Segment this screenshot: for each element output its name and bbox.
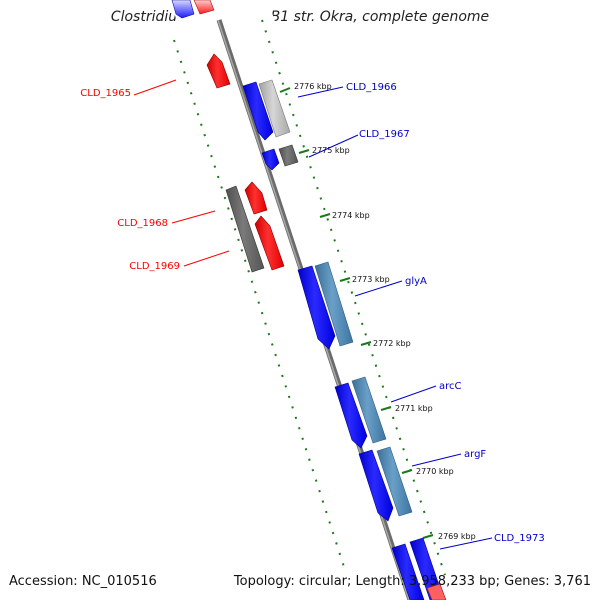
leader-argf (411, 453, 462, 467)
scale-ticks (279, 87, 434, 539)
tick-label-2773: 2773 kbp (352, 275, 390, 284)
tick-mark (401, 469, 413, 474)
tick-mark (319, 213, 331, 218)
gene-bottom-partial-red[interactable] (426, 583, 447, 600)
gene-glya-steel[interactable] (314, 261, 354, 347)
leader-cld-1969 (183, 250, 230, 267)
tick-mark (422, 534, 434, 539)
gene-cld-1973-blue[interactable] (391, 543, 425, 600)
leader-cld-1968 (171, 210, 216, 224)
gene-cld-1968-dark[interactable] (225, 185, 265, 273)
tick-label-2776: 2776 kbp (294, 82, 332, 91)
label-arcc[interactable]: arcC (439, 381, 462, 392)
tick-label-2775: 2775 kbp (312, 146, 350, 155)
leader-cld-1973 (439, 537, 493, 550)
label-argf[interactable]: argF (464, 449, 486, 460)
summary-label: Topology: circular; Length: 3,958,233 bp… (233, 574, 591, 589)
label-cld-1968[interactable]: CLD_1968 (117, 218, 168, 229)
tick-label-2771: 2771 kbp (395, 404, 433, 413)
tick-label-2770: 2770 kbp (416, 467, 454, 476)
label-cld-1966[interactable]: CLD_1966 (346, 82, 397, 93)
label-cld-1965[interactable]: CLD_1965 (80, 88, 131, 99)
tick-mark (339, 277, 351, 282)
gene-argf-steel[interactable] (376, 446, 413, 517)
accession-label: Accession: NC_010516 (9, 574, 157, 589)
gene-cld-1968-red[interactable] (244, 181, 268, 215)
tick-mark (279, 87, 291, 93)
tick-label-2772: 2772 kbp (373, 339, 411, 348)
tick-mark (380, 406, 392, 411)
tick-mark (360, 341, 372, 346)
label-cld-1969[interactable]: CLD_1969 (129, 261, 180, 272)
gene-cld-1967-blue[interactable] (261, 148, 280, 171)
gene-cld-1965[interactable] (206, 53, 231, 89)
gene-cld-1969[interactable] (254, 215, 285, 271)
tick-mark (298, 149, 310, 154)
gene-arcc-blue[interactable] (334, 382, 368, 449)
gene-glya-blue[interactable] (297, 265, 336, 350)
tick-label-2769: 2769 kbp (438, 532, 476, 541)
leader-cld-1967 (308, 134, 359, 158)
tick-label-2774: 2774 kbp (332, 211, 370, 220)
label-glya[interactable]: glyA (405, 276, 427, 287)
gene-top-partial-red[interactable] (193, 0, 215, 15)
gene-cld-1966-blue[interactable] (242, 81, 274, 141)
leader-glya (354, 280, 403, 297)
label-cld-1967[interactable]: CLD_1967 (359, 129, 410, 140)
gene-argf-blue[interactable] (358, 449, 394, 522)
gene-arcc-steel[interactable] (351, 376, 387, 444)
gene-cld-1973-blue2[interactable] (409, 537, 445, 600)
leader-arcc (390, 385, 437, 403)
leader-cld-1966 (297, 86, 344, 98)
gene-cld-1967-dark[interactable] (278, 144, 299, 167)
leader-cld-1965 (133, 79, 177, 96)
gene-cld-1966-light[interactable] (258, 79, 291, 138)
gene-top-partial-blue[interactable] (171, 0, 195, 19)
label-cld-1973[interactable]: CLD_1973 (494, 533, 545, 544)
